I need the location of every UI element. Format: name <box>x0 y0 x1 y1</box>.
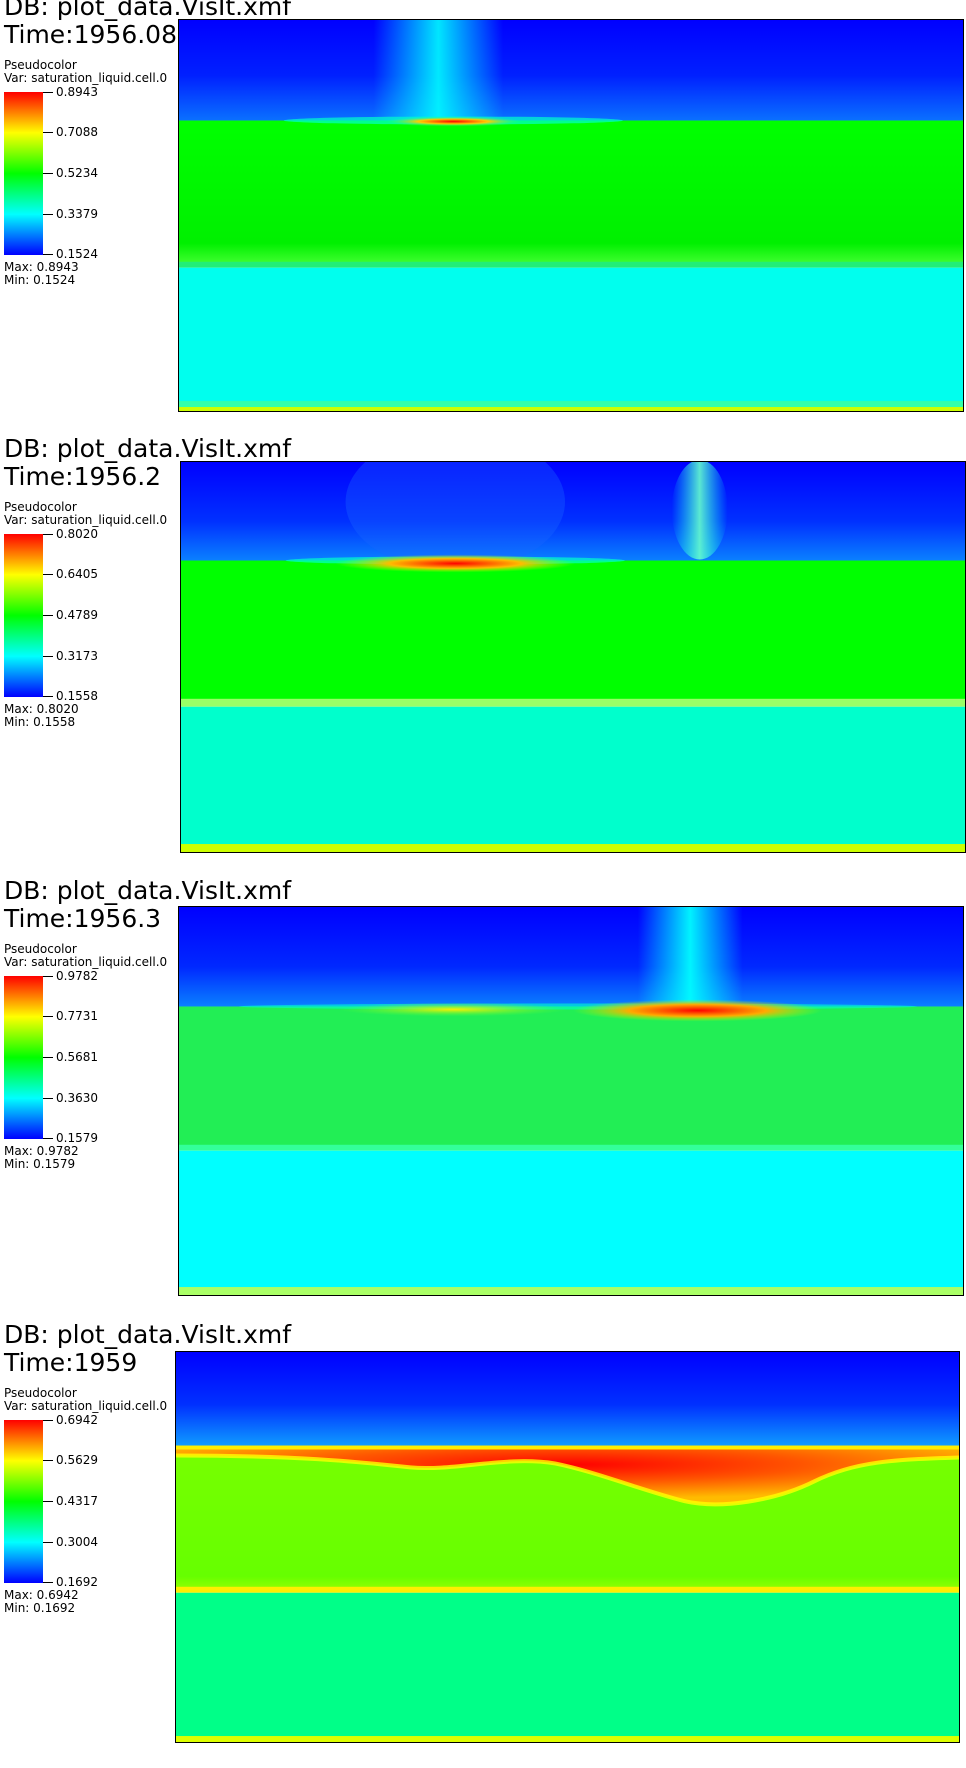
colorbar-tick <box>43 254 53 255</box>
colorbar-tick <box>43 173 53 174</box>
colorbar-tick <box>43 132 53 133</box>
max-label: Max: 0.9782 <box>4 1144 79 1158</box>
plot-panel-3: DB: plot_data.VisIt.xmf Time:1956.3 Pseu… <box>0 876 966 1324</box>
plot-panel-1: DB: plot_data.VisIt.xmf Time:1956.08 Pse… <box>0 0 966 440</box>
colorbar-tick-label: 0.1558 <box>56 689 98 703</box>
colorbar-tick <box>43 1016 53 1017</box>
colorbar-tick-label: 0.9782 <box>56 969 98 983</box>
pseudocolor-field <box>175 1351 960 1743</box>
colorbar-tick-label: 0.6405 <box>56 567 98 581</box>
colorbar-tick-label: 0.1692 <box>56 1575 98 1589</box>
plot-panel-2: DB: plot_data.VisIt.xmf Time:1956.2 Pseu… <box>0 434 966 882</box>
colorbar <box>4 92 43 255</box>
variable-label: Var: saturation_liquid.cell.0 <box>4 1399 168 1413</box>
min-label: Min: 0.1579 <box>4 1157 76 1171</box>
min-label: Min: 0.1524 <box>4 273 76 287</box>
colorbar <box>4 976 43 1139</box>
colorbar-tick <box>43 574 53 575</box>
colorbar-tick <box>43 976 53 977</box>
colorbar-tick <box>43 1542 53 1543</box>
max-label: Max: 0.8943 <box>4 260 79 274</box>
variable-label: Var: saturation_liquid.cell.0 <box>4 955 168 969</box>
max-label: Max: 0.6942 <box>4 1588 79 1602</box>
colorbar-tick-label: 0.5681 <box>56 1050 98 1064</box>
colorbar-tick <box>43 1420 53 1421</box>
colorbar-tick <box>43 1138 53 1139</box>
colorbar-tick-label: 0.4317 <box>56 1494 98 1508</box>
time-label: Time:1956.2 <box>4 462 162 491</box>
pseudocolor-field <box>178 906 964 1296</box>
colorbar <box>4 534 43 697</box>
min-label: Min: 0.1558 <box>4 715 76 729</box>
colorbar-tick-label: 0.3004 <box>56 1535 98 1549</box>
colorbar-tick <box>43 1460 53 1461</box>
plot-panel-4: DB: plot_data.VisIt.xmf Time:1959 Pseudo… <box>0 1320 966 1768</box>
colorbar-tick <box>43 1057 53 1058</box>
colorbar-tick <box>43 214 53 215</box>
colorbar-tick-label: 0.7731 <box>56 1009 98 1023</box>
colorbar-tick <box>43 1098 53 1099</box>
colorbar-tick-label: 0.5234 <box>56 166 98 180</box>
colorbar-tick-label: 0.1524 <box>56 247 98 261</box>
pseudocolor-field <box>180 461 966 853</box>
db-label: DB: plot_data.VisIt.xmf <box>4 1320 292 1349</box>
colorbar-tick-label: 0.8943 <box>56 85 98 99</box>
time-label: Time:1956.08 <box>4 20 177 49</box>
db-label: DB: plot_data.VisIt.xmf <box>4 0 292 21</box>
colorbar-tick-label: 0.4789 <box>56 608 98 622</box>
plot-type-label: Pseudocolor <box>4 500 77 514</box>
colorbar <box>4 1420 43 1583</box>
time-label: Time:1959 <box>4 1348 138 1377</box>
colorbar-tick <box>43 696 53 697</box>
db-label: DB: plot_data.VisIt.xmf <box>4 876 292 905</box>
time-label: Time:1956.3 <box>4 904 162 933</box>
colorbar-tick-label: 0.7088 <box>56 125 98 139</box>
colorbar-tick <box>43 656 53 657</box>
pseudocolor-field <box>178 19 964 412</box>
colorbar-tick <box>43 1501 53 1502</box>
max-label: Max: 0.8020 <box>4 702 79 716</box>
db-label: DB: plot_data.VisIt.xmf <box>4 434 292 463</box>
colorbar-tick <box>43 534 53 535</box>
variable-label: Var: saturation_liquid.cell.0 <box>4 71 168 85</box>
colorbar-tick <box>43 1582 53 1583</box>
colorbar-tick-label: 0.8020 <box>56 527 98 541</box>
colorbar-tick-label: 0.5629 <box>56 1453 98 1467</box>
plot-type-label: Pseudocolor <box>4 1386 77 1400</box>
colorbar-tick-label: 0.3630 <box>56 1091 98 1105</box>
variable-label: Var: saturation_liquid.cell.0 <box>4 513 168 527</box>
plot-type-label: Pseudocolor <box>4 942 77 956</box>
plot-type-label: Pseudocolor <box>4 58 77 72</box>
colorbar-tick-label: 0.3173 <box>56 649 98 663</box>
min-label: Min: 0.1692 <box>4 1601 76 1615</box>
colorbar-tick <box>43 615 53 616</box>
colorbar-tick <box>43 92 53 93</box>
colorbar-tick-label: 0.1579 <box>56 1131 98 1145</box>
colorbar-tick-label: 0.3379 <box>56 207 98 221</box>
colorbar-tick-label: 0.6942 <box>56 1413 98 1427</box>
